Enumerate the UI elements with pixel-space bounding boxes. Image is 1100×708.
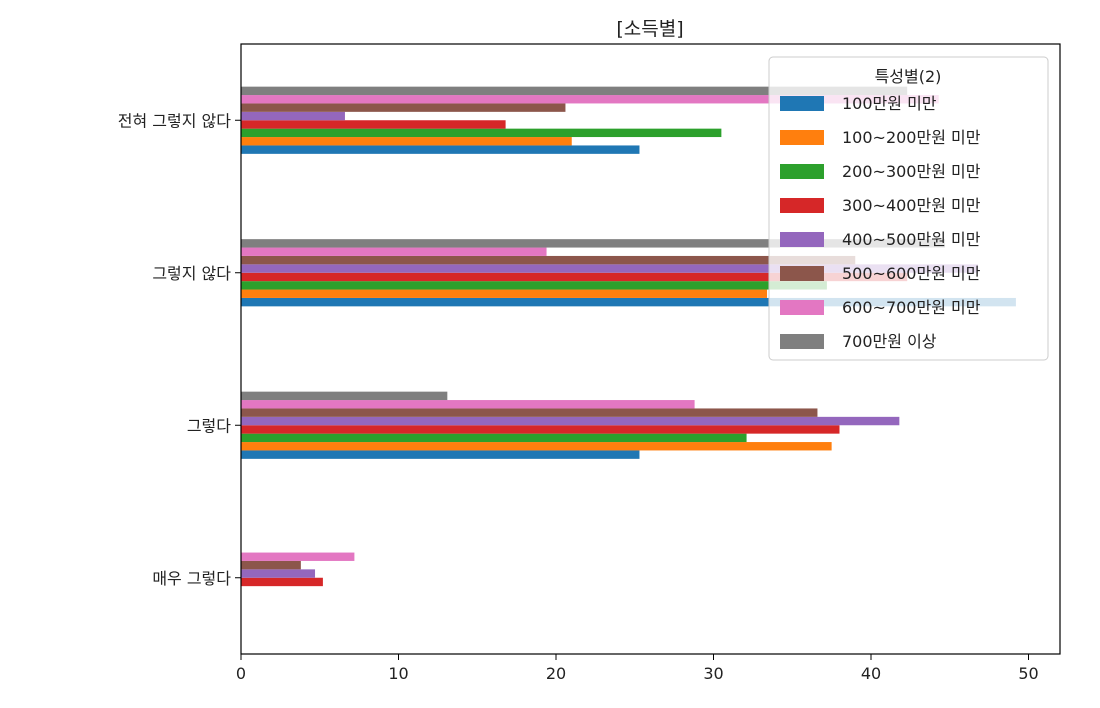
bar [241,128,722,138]
bar [241,281,827,290]
y-tick-label: 그렇지 않다 [152,264,231,283]
bar [241,137,572,146]
legend-swatch [780,232,824,247]
legend-label: 400~500만원 미만 [842,230,981,249]
bar [241,425,840,434]
bar [241,95,939,104]
chart-title: [소득별] [616,18,683,40]
legend-swatch [780,266,824,281]
bar [241,120,506,129]
bar [241,264,979,273]
x-tick-label: 30 [703,664,723,683]
x-tick-label: 40 [861,664,881,683]
legend-title: 특성별(2) [875,67,942,86]
x-tick-label: 0 [236,664,246,683]
bar [241,145,640,154]
bar [241,297,1016,307]
bar [241,111,345,121]
legend-label: 700만원 이상 [842,332,937,351]
legend-box [768,56,1049,361]
x-axis: 0 10 20 30 40 50 [236,654,1039,683]
legend-swatch [780,130,824,145]
bar [241,400,695,409]
plot-frame [240,43,1061,655]
y-tick-label: 매우 그렇다 [152,569,231,588]
x-tick-label: 50 [1018,664,1038,683]
legend-swatch [780,300,824,315]
legend-items: 100만원 미만 100~200만원 미만 200~300만원 미만 300~400만… [780,94,981,351]
bar [241,560,301,570]
legend-label: 500~600만원 미만 [842,264,981,283]
legend-label: 300~400만원 미만 [842,196,981,215]
legend-swatch [780,164,824,179]
y-tick-label: 전혀 그렇지 않다 [118,111,231,130]
bar [241,272,908,282]
y-tick-label: 그렇다 [187,416,231,435]
legend-label: 600~700만원 미만 [842,298,981,317]
bar [241,416,900,426]
bar [241,552,355,561]
bar [241,408,818,417]
bar [241,391,448,401]
bar [241,103,566,112]
legend-label: 200~300만원 미만 [842,162,981,181]
bar [241,255,856,265]
bar [241,289,768,298]
legend-swatch [780,334,824,349]
bar [241,577,323,587]
bar [241,569,316,578]
bar [241,433,747,443]
legend-swatch [780,96,824,111]
x-tick-label: 20 [546,664,566,683]
x-tick-label: 10 [388,664,408,683]
legend-label: 100만원 미만 [842,94,937,113]
bars [241,86,1016,587]
legend-swatch [780,198,824,213]
legend-label: 100~200만원 미만 [842,128,981,147]
bar [241,239,946,248]
bar [241,247,547,256]
bar [241,450,640,459]
legend: 특성별(2) 100만원 미만 100~200만원 미만 200~300만원 미만 3… [768,56,1049,361]
bar [241,442,832,451]
y-axis: 매우 그렇다 그렇다 그렇지 않다 전혀 그렇지 않다 [118,111,241,588]
bar [241,86,908,96]
